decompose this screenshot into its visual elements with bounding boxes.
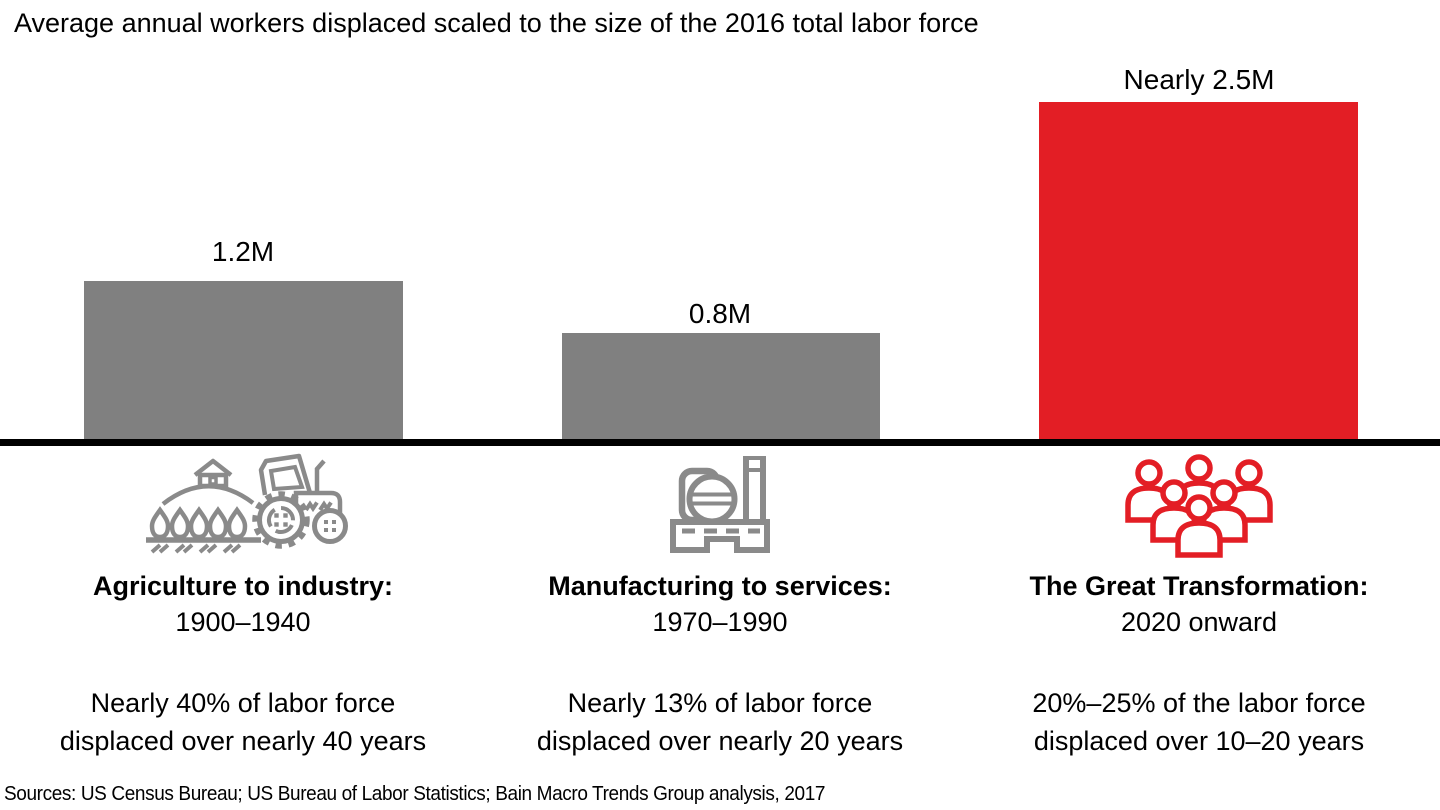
column-heading: Agriculture to industry: (92, 571, 393, 601)
x-axis-baseline (0, 439, 1440, 446)
column-years: 1970–1990 (652, 607, 788, 637)
column-manufacturing: Manufacturing to services: 1970–1990 Nea… (500, 450, 940, 760)
column-description: Nearly 40% of labor force displaced over… (23, 684, 463, 760)
column-description-line1: Nearly 40% of labor force (90, 688, 396, 718)
bar-great-transformation (1039, 102, 1358, 439)
column-heading: Manufacturing to services: (548, 571, 892, 601)
column-description-line1: 20%–25% of the labor force (1032, 688, 1366, 718)
column-description-line1: Nearly 13% of labor force (567, 688, 873, 718)
column-description: Nearly 13% of labor force displaced over… (500, 684, 940, 760)
bar-manufacturing (562, 333, 880, 439)
farm-tractor-icon (23, 450, 463, 568)
column-description: 20%–25% of the labor force displaced ove… (979, 684, 1419, 760)
column-agriculture: Agriculture to industry: 1900–1940 Nearl… (23, 450, 463, 760)
column-years: 2020 onward (1120, 607, 1278, 637)
column-great-transformation: The Great Transformation: 2020 onward 20… (979, 450, 1419, 760)
bar-value-label-agriculture: 1.2M (211, 236, 275, 267)
column-description-line2: displaced over 10–20 years (1033, 726, 1365, 756)
column-description-line2: displaced over nearly 20 years (536, 726, 904, 756)
bar-agriculture (84, 281, 403, 439)
bar-value-label-manufacturing: 0.8M (688, 298, 752, 329)
column-heading: The Great Transformation: (1029, 571, 1369, 601)
bar-value-label-great-transformation: Nearly 2.5M (1123, 64, 1275, 95)
factory-icon (500, 450, 940, 568)
column-description-line2: displaced over nearly 40 years (59, 726, 427, 756)
source-note: Sources: US Census Bureau; US Bureau of … (4, 783, 826, 805)
chart-title: Average annual workers displaced scaled … (14, 8, 979, 38)
column-years: 1900–1940 (175, 607, 311, 637)
crowd-icon (979, 450, 1419, 568)
